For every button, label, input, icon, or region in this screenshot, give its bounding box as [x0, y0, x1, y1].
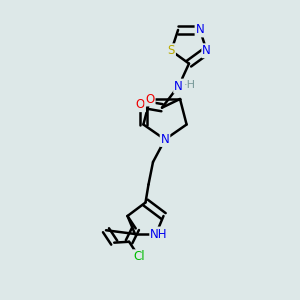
Text: N: N: [196, 23, 204, 37]
Text: N: N: [202, 44, 211, 57]
Text: NH: NH: [150, 227, 168, 241]
Text: S: S: [168, 44, 175, 57]
Text: N: N: [160, 133, 169, 146]
Text: N: N: [174, 80, 183, 93]
Text: ·H: ·H: [184, 80, 196, 90]
Text: Cl: Cl: [133, 250, 145, 263]
Text: O: O: [136, 98, 145, 111]
Text: O: O: [146, 92, 154, 106]
